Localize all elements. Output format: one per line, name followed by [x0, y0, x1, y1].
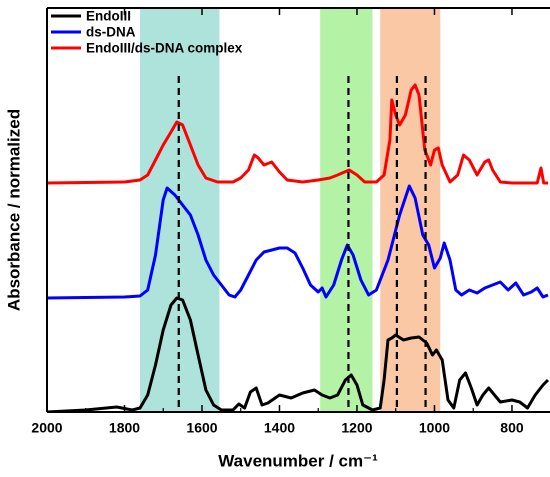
x-tick-label: 1400 — [264, 420, 295, 436]
x-axis-label: Wavenumber / cm⁻¹ — [218, 451, 378, 470]
spectrum-line — [47, 83, 548, 185]
y-axis-label: Absorbance / normalized — [4, 109, 23, 311]
legend-label: ds-DNA — [86, 25, 136, 40]
bands — [139, 8, 441, 412]
spectrum-line — [47, 296, 550, 412]
x-tick-label: 2000 — [31, 420, 62, 436]
legend-label: EndoIII/ds-DNA complex — [86, 41, 243, 56]
legend-label: EndoIII — [86, 9, 131, 24]
band — [380, 8, 441, 412]
band — [320, 8, 373, 412]
x-tick-label: 1200 — [341, 420, 372, 436]
foreground: 2000 1800 1600 1400 1200 1000 800 EndoIIIds-DNA… — [31, 7, 550, 436]
series-layer — [47, 76, 550, 412]
x-tick-label: 1800 — [109, 420, 140, 436]
x-tick-label: 1000 — [419, 420, 450, 436]
spectrum-line — [47, 184, 549, 300]
x-tick-label: 800 — [500, 420, 524, 436]
x-tick-label: 1600 — [186, 420, 217, 436]
